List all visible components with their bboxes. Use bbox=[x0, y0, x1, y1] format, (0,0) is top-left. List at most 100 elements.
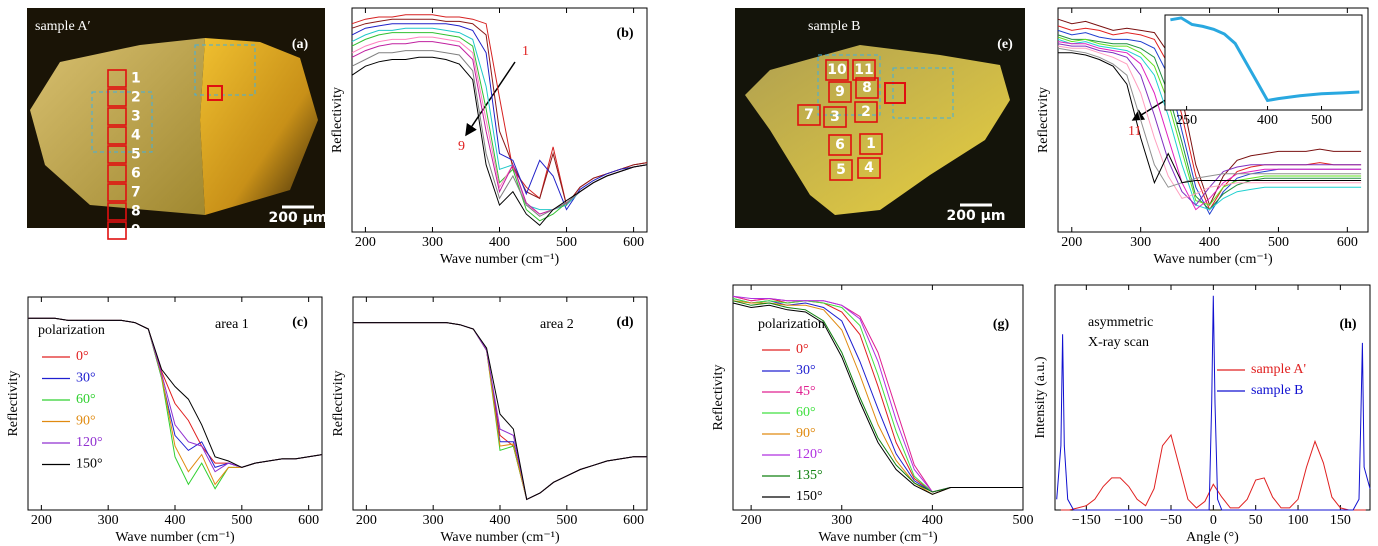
x-tick-label: 500 bbox=[556, 513, 577, 528]
legend-label: sample A' bbox=[1251, 362, 1306, 377]
data-line bbox=[353, 322, 647, 501]
legend-label: 30° bbox=[796, 363, 816, 378]
y-axis-label: Reflectivity bbox=[6, 370, 21, 436]
panel-label: (e) bbox=[997, 37, 1013, 52]
x-tick-label: 400 bbox=[165, 513, 186, 528]
data-line bbox=[1057, 47, 1362, 188]
y-axis-label: Reflectivity bbox=[1036, 87, 1051, 153]
y-axis-label: Reflectivity bbox=[330, 87, 345, 153]
legend-label: 120° bbox=[796, 447, 823, 462]
panel-label: (c) bbox=[292, 315, 308, 330]
scale-bar-label: 200 μm bbox=[269, 210, 328, 226]
region-label: 4 bbox=[131, 128, 141, 144]
panel-label: (h) bbox=[1339, 317, 1356, 332]
legend-label: 120° bbox=[76, 435, 103, 450]
data-line bbox=[351, 56, 648, 227]
x-tick-label: 50 bbox=[1249, 513, 1263, 528]
data-line bbox=[351, 23, 648, 211]
region-label: 1 bbox=[866, 136, 876, 152]
x-tick-label: 0 bbox=[1210, 513, 1217, 528]
data-line bbox=[1057, 36, 1362, 206]
region-label: 9 bbox=[835, 84, 845, 100]
region-box bbox=[107, 107, 127, 126]
x-tick-label: 500 bbox=[231, 513, 252, 528]
region-label: 2 bbox=[131, 90, 141, 106]
plot-frame bbox=[1057, 7, 1369, 233]
scale-bar-label: 200 μm bbox=[947, 208, 1006, 224]
region-label: 1 bbox=[131, 71, 141, 87]
x-tick-label: −150 bbox=[1072, 513, 1101, 528]
data-line bbox=[1057, 45, 1362, 199]
annotation: area 1 bbox=[215, 317, 249, 332]
x-axis-label: Wave number (cm⁻¹) bbox=[440, 530, 560, 545]
legend-label: 60° bbox=[796, 405, 816, 420]
data-line bbox=[351, 18, 648, 207]
x-tick-label: 500 bbox=[1268, 235, 1289, 250]
data-line bbox=[1056, 295, 1371, 511]
data-line bbox=[353, 322, 647, 501]
data-line bbox=[28, 317, 323, 473]
panel-label: (a) bbox=[292, 37, 309, 52]
x-tick-label: 600 bbox=[623, 513, 644, 528]
region-label: 8 bbox=[131, 204, 141, 220]
legend-label: 30° bbox=[76, 371, 96, 386]
legend-label: 90° bbox=[796, 426, 816, 441]
region-label: 10 bbox=[827, 62, 847, 78]
data-line bbox=[353, 322, 647, 501]
region-box bbox=[107, 221, 127, 240]
legend-label: 0° bbox=[796, 342, 809, 357]
inset-x-tick-label: 500 bbox=[1311, 113, 1332, 128]
photo-title: sample A′ bbox=[35, 19, 91, 34]
x-tick-label: 400 bbox=[490, 513, 511, 528]
y-axis-label: Reflectivity bbox=[331, 370, 346, 436]
x-tick-label: −100 bbox=[1114, 513, 1143, 528]
region-box bbox=[107, 126, 127, 145]
region-box bbox=[107, 164, 127, 183]
x-tick-label: 400 bbox=[922, 513, 943, 528]
x-tick-label: 200 bbox=[356, 513, 377, 528]
region-label: 3 bbox=[131, 109, 141, 125]
x-tick-label: 500 bbox=[556, 235, 577, 250]
plot-frame bbox=[1054, 284, 1371, 511]
annotation: X-ray scan bbox=[1088, 335, 1149, 350]
legend-title: polarization bbox=[38, 323, 105, 338]
region-box bbox=[797, 104, 821, 126]
region-label: 5 bbox=[131, 147, 141, 163]
region-box bbox=[854, 101, 878, 123]
x-tick-label: 400 bbox=[1199, 235, 1220, 250]
data-line bbox=[1058, 52, 1362, 185]
legend-title: polarization bbox=[758, 317, 825, 332]
data-line bbox=[1057, 38, 1362, 211]
x-axis-label: Wave number (cm⁻¹) bbox=[115, 530, 235, 545]
x-tick-label: 300 bbox=[1130, 235, 1151, 250]
x-tick-label: 300 bbox=[422, 235, 443, 250]
x-axis-label: Wave number (cm⁻¹) bbox=[440, 252, 560, 267]
photo-e: sample B (e) 200 μm 10 11 9 8 7 3 2 6 1 5 4 bbox=[735, 8, 1025, 228]
region-label: 7 bbox=[804, 107, 814, 123]
region-label: 3 bbox=[830, 109, 840, 125]
photo-a: sample A′ (a) 200 μm 1 2 3 4 5 6 7 8 9 bbox=[27, 8, 328, 240]
data-line bbox=[732, 302, 1023, 495]
region-label: 2 bbox=[861, 104, 871, 120]
legend-label: 135° bbox=[796, 468, 823, 483]
region-box bbox=[855, 77, 879, 99]
x-tick-label: 300 bbox=[423, 513, 444, 528]
x-axis-label: Wave number (cm⁻¹) bbox=[818, 530, 938, 545]
x-tick-label: 300 bbox=[831, 513, 852, 528]
data-line bbox=[1060, 433, 1366, 511]
x-tick-label: 600 bbox=[1337, 235, 1358, 250]
region-label: 8 bbox=[862, 80, 872, 96]
annotation: 1 bbox=[522, 44, 529, 59]
legend-label: 150° bbox=[76, 457, 103, 472]
x-axis-label: Wave number (cm⁻¹) bbox=[1153, 252, 1273, 267]
plot-frame bbox=[732, 284, 1024, 511]
x-tick-label: 200 bbox=[1061, 235, 1082, 250]
region-box bbox=[825, 59, 849, 81]
legend-label: 150° bbox=[796, 489, 823, 504]
panel-label: (d) bbox=[616, 315, 633, 330]
x-tick-label: 400 bbox=[489, 235, 510, 250]
region-label: 4 bbox=[864, 160, 874, 176]
legend-label: sample B bbox=[1251, 383, 1304, 398]
region-label: 6 bbox=[835, 137, 845, 153]
